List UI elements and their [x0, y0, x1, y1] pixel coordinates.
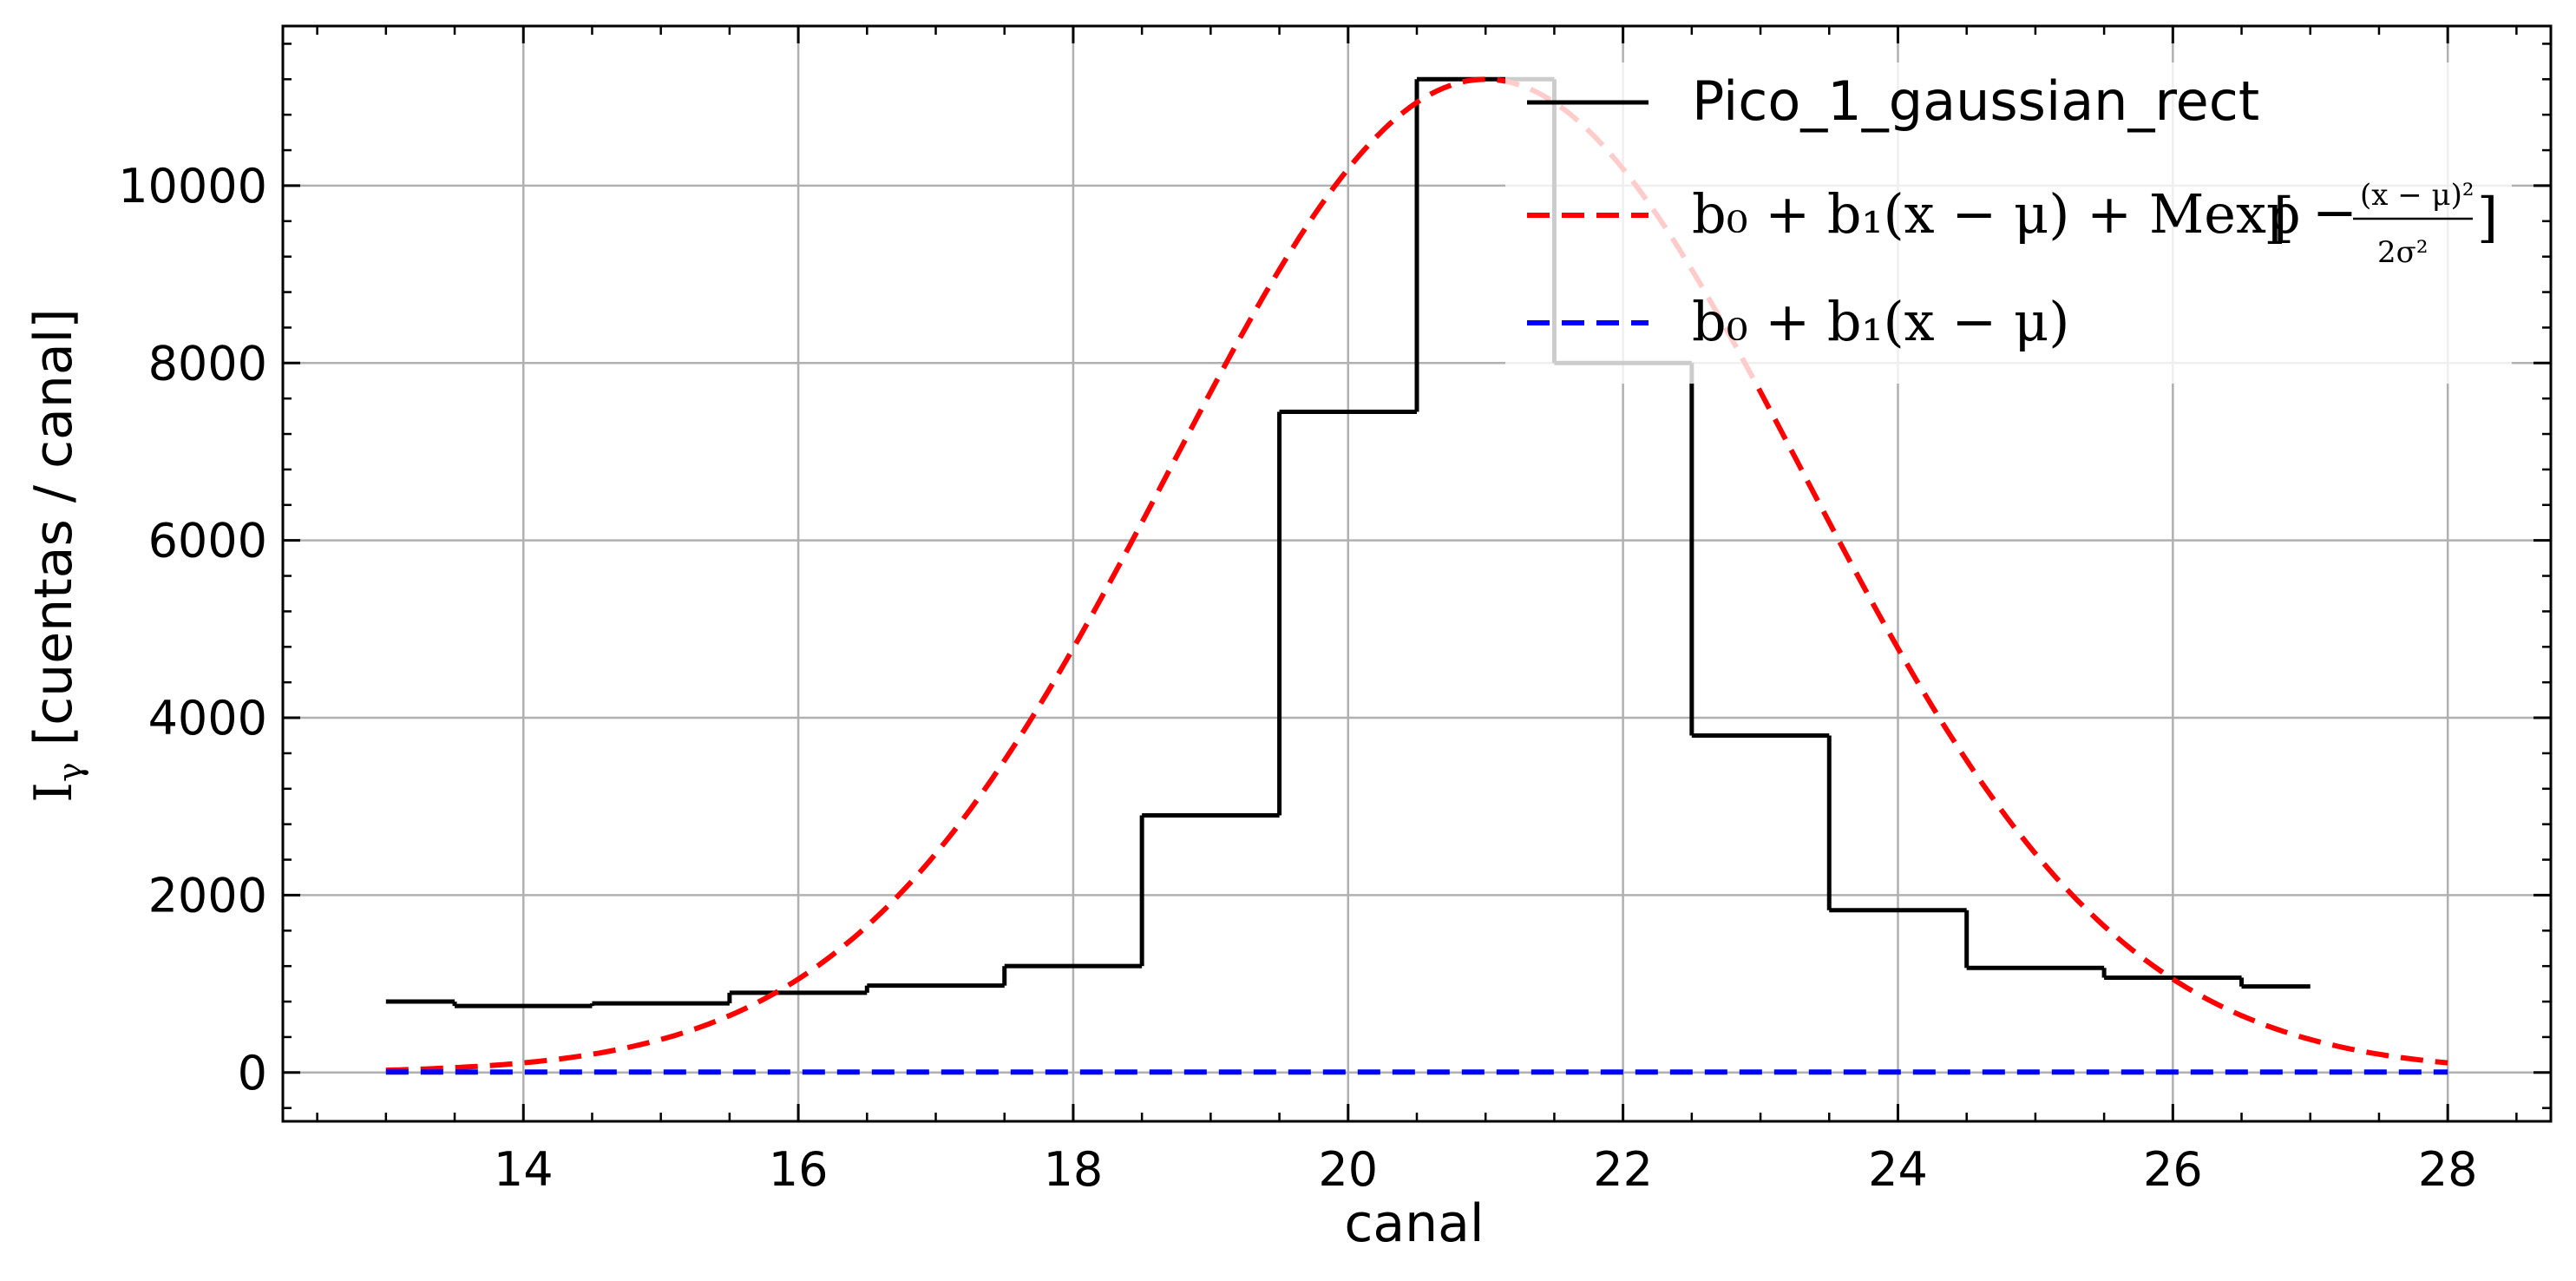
- y-tick-label: 8000: [148, 336, 267, 391]
- x-tick-label: 26: [2143, 1142, 2203, 1197]
- x-tick-label: 20: [1318, 1142, 1378, 1197]
- y-tick-label: 10000: [118, 159, 267, 214]
- legend-entry-step: Pico_1_gaussian_rect: [1692, 69, 2259, 133]
- legend: Pico_1_gaussian_rect b₀ + b₁(x − μ) + Me…: [1505, 62, 2512, 384]
- legend-bracket-close: ]: [2477, 186, 2498, 249]
- axes: 14 16 18 20 22 24 26 28 0 2000 4000 6000 8000 10000: [118, 24, 2553, 1197]
- x-tick-label: 16: [769, 1142, 829, 1197]
- legend-entry-background: b₀ + b₁(x − μ): [1692, 290, 2069, 353]
- legend-entry-gaussian: b₀ + b₁(x − μ) + Mexp: [1692, 182, 2301, 246]
- x-tick-label: 18: [1044, 1142, 1104, 1197]
- gaussian-fit-line: [385, 76, 2448, 1074]
- y-axis-label: Iγ [cuentas / canal]: [23, 308, 89, 802]
- y-axis-label-main: I: [23, 782, 84, 803]
- y-axis-label-rest: [cuentas / canal]: [23, 308, 84, 762]
- legend-minus: −: [2312, 181, 2357, 244]
- y-tick-label: 6000: [148, 514, 267, 568]
- plot-area: [385, 76, 2448, 1075]
- x-tick-label: 28: [2418, 1142, 2478, 1197]
- y-axis-label-group: Iγ [cuentas / canal]: [23, 308, 89, 802]
- y-tick-label: 4000: [148, 691, 267, 746]
- legend-background: [1505, 62, 2512, 384]
- x-axis-label: canal: [1344, 1193, 1484, 1254]
- x-tick-label: 22: [1593, 1142, 1653, 1197]
- x-tick-label: 14: [494, 1142, 554, 1197]
- legend-fraction-num: (x − μ)²: [2360, 178, 2474, 213]
- legend-fraction-den: 2σ²: [2377, 235, 2428, 270]
- x-tick-label: 24: [1868, 1142, 1928, 1197]
- y-tick-label: 2000: [148, 868, 267, 923]
- legend-bracket-open: [: [2273, 186, 2294, 249]
- y-tick-label: 0: [238, 1046, 267, 1100]
- y-axis-label-sub: γ: [51, 762, 89, 782]
